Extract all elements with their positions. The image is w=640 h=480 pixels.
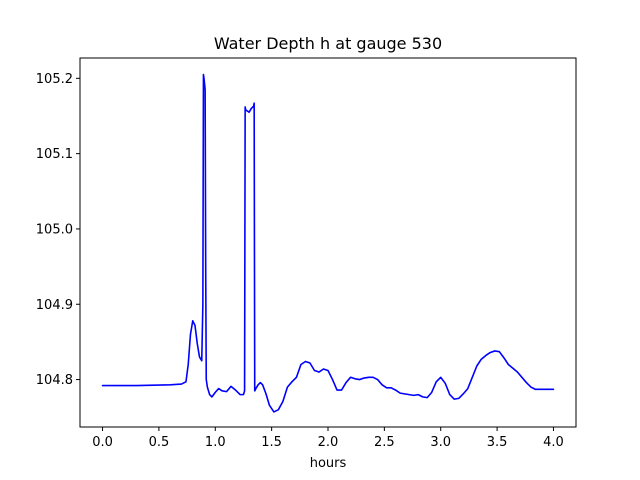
x-tick-label: 4.0 xyxy=(543,435,564,450)
plot-area xyxy=(79,57,577,428)
series-line xyxy=(101,73,555,413)
x-tick-label: 0.5 xyxy=(149,435,170,450)
y-tick-label: 104.8 xyxy=(36,373,73,388)
chart-title: Water Depth h at gauge 530 xyxy=(214,34,442,53)
x-tick-label: 2.5 xyxy=(374,435,395,450)
y-tick-label: 105.2 xyxy=(36,72,73,87)
x-tick-label: 3.0 xyxy=(430,435,451,450)
y-tick-label: 105.1 xyxy=(36,147,73,162)
x-axis-label: hours xyxy=(310,456,347,471)
x-tick-label: 3.5 xyxy=(487,435,508,450)
plot-frame xyxy=(79,57,577,428)
x-tick-label: 1.0 xyxy=(205,435,226,450)
x-tick-label: 2.0 xyxy=(318,435,339,450)
series-layer xyxy=(101,73,555,413)
y-tick-label: 105.0 xyxy=(36,222,73,237)
x-axis: 0.0 0.5 1.0 1.5 2.0 2.5 3.0 3.5 4.0 xyxy=(92,427,564,450)
x-tick-label: 0.0 xyxy=(92,435,113,450)
y-axis: 104.8 104.9 105.0 105.1 105.2 xyxy=(36,72,80,388)
x-tick-label: 1.5 xyxy=(261,435,282,450)
y-tick-label: 104.9 xyxy=(36,298,73,313)
